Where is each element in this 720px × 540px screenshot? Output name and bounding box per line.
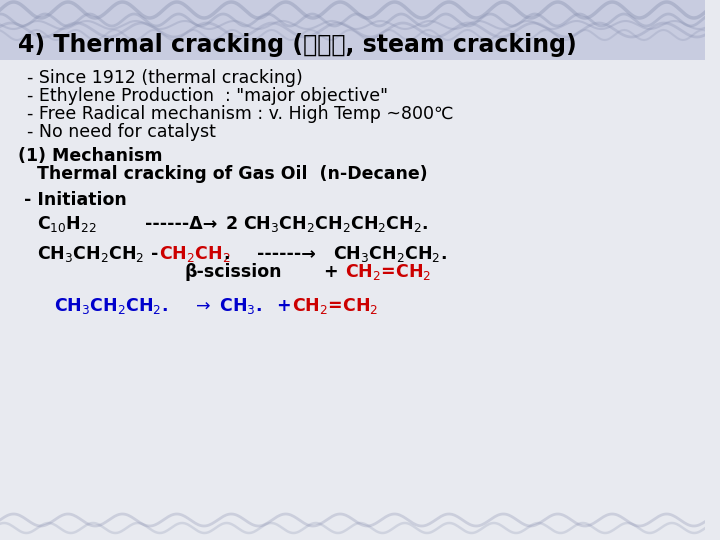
Text: C$_{10}$H$_{22}$: C$_{10}$H$_{22}$ xyxy=(37,214,97,234)
FancyBboxPatch shape xyxy=(0,0,706,60)
Text: 2 CH$_{3}$CH$_{2}$CH$_{2}$CH$_{2}$CH$_{2}$.: 2 CH$_{3}$CH$_{2}$CH$_{2}$CH$_{2}$CH$_{2… xyxy=(225,214,428,234)
Text: - Initiation: - Initiation xyxy=(24,191,126,209)
Text: - Ethylene Production  : "major objective": - Ethylene Production : "major objective… xyxy=(27,87,388,105)
Text: CH$_{2}$=CH$_{2}$: CH$_{2}$=CH$_{2}$ xyxy=(292,296,378,316)
Text: ------Δ→: ------Δ→ xyxy=(145,215,217,233)
Text: +: + xyxy=(323,263,338,281)
Text: CH$_{2}$=CH$_{2}$: CH$_{2}$=CH$_{2}$ xyxy=(345,262,431,282)
Text: CH$_{3}$CH$_{2}$CH$_{2}$.: CH$_{3}$CH$_{2}$CH$_{2}$. xyxy=(54,296,168,316)
Text: $\rightarrow$ CH$_{3}$.: $\rightarrow$ CH$_{3}$. xyxy=(192,296,262,316)
Text: ------→: ------→ xyxy=(256,245,315,263)
Text: .: . xyxy=(223,245,230,263)
Text: - Since 1912 (thermal cracking): - Since 1912 (thermal cracking) xyxy=(27,69,303,87)
Text: CH$_{3}$CH$_{2}$CH$_{2}$ -: CH$_{3}$CH$_{2}$CH$_{2}$ - xyxy=(37,244,160,264)
Text: - Free Radical mechanism : v. High Temp ~800℃: - Free Radical mechanism : v. High Temp … xyxy=(27,105,454,123)
Text: β-scission: β-scission xyxy=(184,263,282,281)
Text: +: + xyxy=(276,297,291,315)
Text: (1) Mechanism: (1) Mechanism xyxy=(17,147,162,165)
Text: CH$_{3}$CH$_{2}$CH$_{2}$.: CH$_{3}$CH$_{2}$CH$_{2}$. xyxy=(333,244,447,264)
Text: - No need for catalyst: - No need for catalyst xyxy=(27,123,216,141)
Text: Thermal cracking of Gas Oil  (n-Decane): Thermal cracking of Gas Oil (n-Decane) xyxy=(37,165,428,183)
Text: CH$_{2}$CH$_{2}$: CH$_{2}$CH$_{2}$ xyxy=(158,244,230,264)
Text: 4) Thermal cracking (열분해, steam cracking): 4) Thermal cracking (열분해, steam cracking… xyxy=(17,33,577,57)
